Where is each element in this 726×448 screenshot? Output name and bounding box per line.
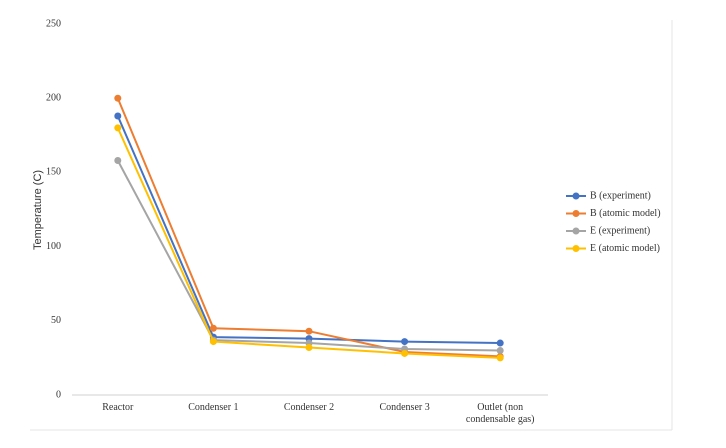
data-point xyxy=(305,327,313,335)
series-line xyxy=(116,127,501,359)
data-point xyxy=(209,338,217,346)
data-point xyxy=(496,346,504,354)
y-tick-label: 50 xyxy=(51,315,61,326)
y-tick-label: 0 xyxy=(56,389,61,400)
data-point xyxy=(496,354,504,362)
data-point xyxy=(305,344,313,352)
legend-marker xyxy=(572,245,580,252)
legend-label: E (experiment) xyxy=(590,225,650,236)
y-tick-label: 250 xyxy=(46,18,61,29)
legend-marker xyxy=(572,210,580,217)
x-tick-label: Condenser 2 xyxy=(283,402,335,413)
legend-label: B (atomic model) xyxy=(590,208,661,219)
data-point xyxy=(496,339,504,347)
data-point xyxy=(114,112,122,120)
data-point xyxy=(401,349,409,357)
y-tick-label: 150 xyxy=(46,167,61,178)
series-line xyxy=(116,115,501,345)
data-point xyxy=(114,94,122,102)
legend-label: B (experiment) xyxy=(590,190,651,201)
legend-label: E (atomic model) xyxy=(590,243,660,254)
x-tick-label: Condenser 3 xyxy=(379,402,430,413)
data-point xyxy=(114,157,122,165)
data-point xyxy=(401,338,409,346)
data-point xyxy=(114,124,122,132)
x-tick-label: Condenser 1 xyxy=(188,402,239,413)
data-point xyxy=(209,324,217,332)
x-tick-label: Reactor xyxy=(102,402,134,413)
y-axis-title: Temperature (C) xyxy=(32,170,44,250)
series-line xyxy=(116,97,501,358)
x-tick-label: Outlet (non condensable gas) xyxy=(465,402,535,425)
legend-marker xyxy=(572,227,580,235)
y-tick-label: 100 xyxy=(46,241,61,252)
y-tick-label: 200 xyxy=(46,92,61,103)
legend-marker xyxy=(572,192,580,200)
